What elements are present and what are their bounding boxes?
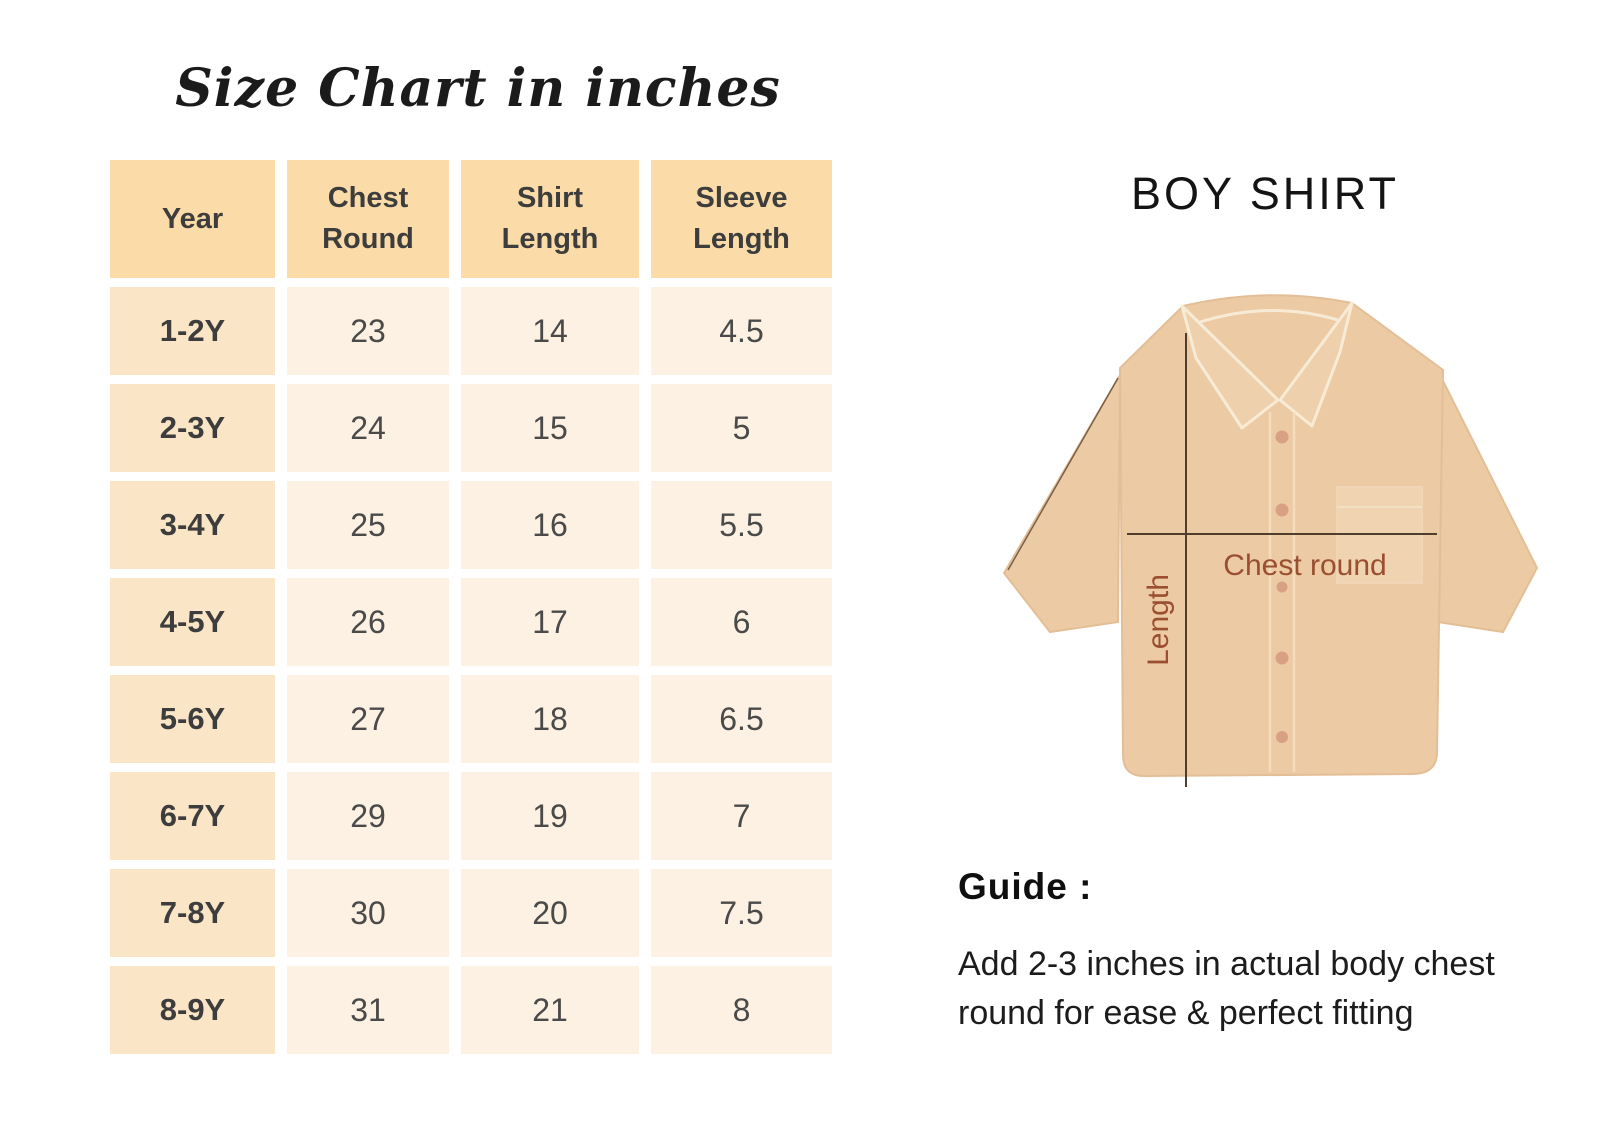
table-cell: 19	[461, 772, 639, 860]
table-row-year: 4-5Y	[110, 578, 275, 666]
shirt-button	[1275, 651, 1289, 665]
table-cell: 5	[651, 384, 832, 472]
column-header-sleeve: Sleeve Length	[651, 160, 832, 278]
table-cell: 7.5	[651, 869, 832, 957]
table-cell: 30	[287, 869, 449, 957]
table-cell: 4.5	[651, 287, 832, 375]
collar-back-line	[1199, 309, 1339, 324]
product-title: BOY SHIRT	[1131, 168, 1399, 219]
table-cell: 21	[461, 966, 639, 1054]
shirt-diagram: Chest round Length	[1002, 294, 1539, 787]
shirt-button	[1275, 430, 1289, 444]
page-title: Size Chart in inches	[175, 58, 781, 119]
table-cell: 6.5	[651, 675, 832, 763]
table-cell: 8	[651, 966, 832, 1054]
table-cell: 6	[651, 578, 832, 666]
table-cell: 7	[651, 772, 832, 860]
table-row-year: 8-9Y	[110, 966, 275, 1054]
shirt-body	[1118, 294, 1445, 778]
column-header-chest: Chest Round	[287, 160, 449, 278]
chest-round-label: Chest round	[1223, 549, 1386, 582]
column-header-shirt: Shirt Length	[461, 160, 639, 278]
shirt-button	[1275, 503, 1289, 517]
table-cell: 18	[461, 675, 639, 763]
collar-right	[1278, 301, 1354, 428]
table-row-year: 1-2Y	[110, 287, 275, 375]
table-row-year: 6-7Y	[110, 772, 275, 860]
column-header-year: Year	[110, 160, 275, 278]
table-row-year: 5-6Y	[110, 675, 275, 763]
table-row-year: 2-3Y	[110, 384, 275, 472]
table-cell: 27	[287, 675, 449, 763]
table-cell: 31	[287, 966, 449, 1054]
table-cell: 15	[461, 384, 639, 472]
sleeve-seam-line	[1007, 377, 1119, 571]
guide-heading: Guide :	[958, 866, 1093, 907]
shirt-button	[1276, 581, 1288, 593]
table-row-year: 7-8Y	[110, 869, 275, 957]
table-cell: 25	[287, 481, 449, 569]
table-cell: 23	[287, 287, 449, 375]
table-cell: 24	[287, 384, 449, 472]
table-cell: 20	[461, 869, 639, 957]
table-cell: 17	[461, 578, 639, 666]
shirt-left-sleeve	[1002, 371, 1122, 634]
size-table: Year Chest Round Shirt Length Sleeve Len…	[110, 160, 832, 1054]
table-cell: 14	[461, 287, 639, 375]
table-cell: 26	[287, 578, 449, 666]
shirt-button	[1276, 731, 1288, 743]
table-cell: 5.5	[651, 481, 832, 569]
table-cell: 16	[461, 481, 639, 569]
collar-left	[1180, 304, 1280, 430]
guide-text: Add 2-3 inches in actual body chest roun…	[958, 945, 1495, 1033]
length-label: Length	[1142, 574, 1175, 666]
table-row-year: 3-4Y	[110, 481, 275, 569]
table-cell: 29	[287, 772, 449, 860]
